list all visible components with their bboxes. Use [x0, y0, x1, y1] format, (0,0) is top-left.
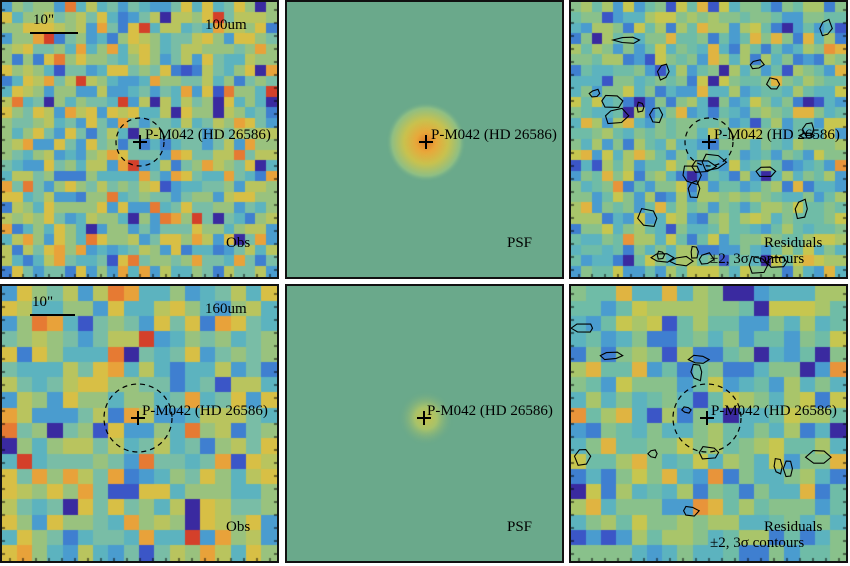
panel-psf-100um: P-M042 (HD 26586) PSF [285, 0, 564, 279]
contour-line [782, 460, 793, 478]
contour-line [687, 179, 701, 199]
contour-line [701, 153, 728, 172]
band-label: 160um [205, 301, 247, 317]
source-marker-icon [133, 135, 147, 149]
residual-map-160um [571, 286, 846, 561]
aperture-circle [684, 117, 734, 167]
panel-obs-160um: 10" 160um P-M042 (HD 26586) Obs [0, 284, 279, 563]
source-label: P-M042 (HD 26586) [427, 403, 553, 419]
contour-line [656, 250, 666, 260]
source-label: P-M042 (HD 26586) [142, 403, 268, 419]
panel-type-label: Residuals [764, 519, 823, 535]
contour-line [656, 63, 670, 81]
overlay-residuals-160um [571, 323, 832, 517]
contour-line [748, 255, 769, 274]
contour-line [682, 505, 701, 517]
overlay-obs-100um [30, 32, 165, 167]
aperture-circle [115, 117, 165, 167]
contour-note: ±2, 3σ contours [710, 535, 805, 551]
contour-line [755, 166, 777, 177]
panel-type-label: Residuals [764, 235, 823, 251]
source-marker-icon [419, 135, 433, 149]
band-label: 100um [205, 17, 247, 33]
contour-line [819, 18, 833, 37]
psf-map-100um [287, 2, 562, 277]
source-label: P-M042 (HD 26586) [711, 403, 837, 419]
contour-line [604, 107, 630, 125]
observed-map-160um [2, 286, 277, 561]
contour-line [690, 363, 703, 382]
source-label: P-M042 (HD 26586) [431, 127, 557, 143]
contour-line [647, 449, 658, 459]
contour-line [749, 59, 766, 70]
source-marker-icon [702, 135, 716, 149]
contour-line [690, 245, 699, 259]
panel-type-label: PSF [507, 519, 533, 535]
contour-line [599, 351, 624, 361]
source-label: P-M042 (HD 26586) [145, 127, 271, 143]
contour-note: ±2, 3σ contours [710, 251, 805, 267]
source-marker-icon [417, 411, 431, 425]
source-marker-icon [131, 411, 145, 425]
scale-label: 10" [33, 12, 55, 28]
overlay-psf-160um [417, 411, 431, 425]
panel-residuals-100um: P-M042 (HD 26586) Residuals ±2, 3σ conto… [569, 0, 848, 279]
contour-line [765, 77, 781, 90]
contour-line [765, 256, 788, 268]
panel-psf-160um: P-M042 (HD 26586) PSF [285, 284, 564, 563]
contour-line [636, 101, 645, 113]
contour-line [650, 253, 675, 263]
contour-line [798, 132, 816, 139]
contour-line [601, 94, 624, 108]
source-marker-icon [700, 411, 714, 425]
aperture-circle [103, 383, 173, 453]
contour-line [691, 160, 718, 173]
panel-type-label: Obs [226, 235, 251, 251]
contour-line [698, 446, 720, 460]
overlay-psf-100um [419, 135, 433, 149]
contour-line [668, 255, 695, 267]
contour-line [698, 252, 715, 265]
contour-line [801, 122, 815, 137]
contour-line [588, 88, 601, 98]
contour-line [687, 354, 711, 364]
contour-line [637, 207, 658, 227]
contour-line [573, 449, 592, 466]
contour-line [648, 107, 664, 124]
panel-obs-100um: 10" 100um P-M042 (HD 26586) Obs [0, 0, 279, 279]
residual-contours [571, 323, 832, 517]
panel-type-label: PSF [507, 235, 533, 251]
scale-label: 10" [32, 294, 54, 310]
contour-line [610, 36, 641, 44]
source-label: P-M042 (HD 26586) [714, 127, 840, 143]
overlay-obs-160um [30, 314, 173, 453]
contour-line [804, 450, 832, 464]
overlay-residuals-100um [588, 18, 833, 274]
contour-line [773, 457, 783, 475]
contour-line [682, 165, 702, 186]
panel-type-label: Obs [226, 519, 251, 535]
aperture-circle [672, 383, 742, 453]
contour-line [571, 323, 594, 333]
residual-contours [588, 18, 833, 274]
panel-residuals-160um: P-M042 (HD 26586) Residuals ±2, 3σ conto… [569, 284, 848, 563]
contour-line [794, 198, 808, 220]
contour-line [681, 406, 692, 414]
